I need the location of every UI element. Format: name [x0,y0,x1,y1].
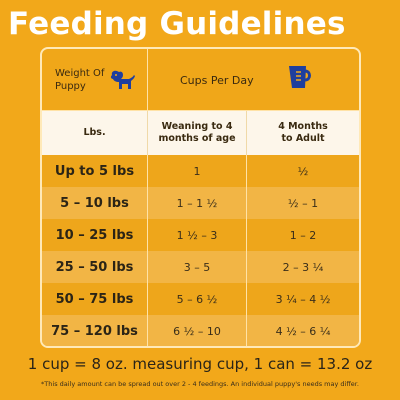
weaning-cell: 6 ½ – 10 [148,315,247,346]
weight-cell: Up to 5 lbs [42,155,148,187]
table-row: 25 – 50 lbs 3 – 5 2 – 3 ¼ [42,251,359,283]
adult-cell: ½ – 1 [287,196,319,210]
adult-cell: 3 ¼ – 4 ½ [275,292,331,306]
page-title: Feeding Guidelines [8,6,346,42]
adult-header: 4 Months to Adult [247,111,359,155]
adult-cell: 4 ½ – 6 ¼ [275,324,331,338]
cups-header-cell: Cups Per Day [148,49,359,110]
table-row: 5 – 10 lbs 1 – 1 ½ ½ – 1 [42,187,359,219]
adult-cell: 2 – 3 ¼ [282,260,324,274]
weaning-cell: 5 – 6 ½ [148,283,247,315]
weaning-cell: 1 [148,155,247,187]
table-subheader-row: Lbs. Weaning to 4 months of age 4 Months… [42,111,359,155]
weight-header-line2: Puppy [55,80,86,92]
table-row: 75 – 120 lbs 6 ½ – 10 4 ½ – 6 ¼ [42,315,359,346]
disclaimer-note: *This daily amount can be spread out ove… [41,380,359,388]
table-header-row: Weight Of Puppy Cups Per Day [42,49,359,111]
weaning-cell: 1 ½ – 3 [148,219,247,251]
weight-cell: 25 – 50 lbs [42,251,148,283]
measurement-footnote: 1 cup = 8 oz. measuring cup, 1 can = 13.… [27,355,373,373]
weaning-cell: 3 – 5 [148,251,247,283]
table-row: Up to 5 lbs 1 ½ [42,155,359,187]
puppy-icon [110,70,135,89]
adult-header-line2: to Adult [281,133,325,144]
weight-cell: 50 – 75 lbs [42,283,148,315]
adult-cell: ½ [297,164,309,178]
adult-header-line1: 4 Months [278,121,328,132]
weight-cell: 5 – 10 lbs [42,187,148,219]
table-row: 10 – 25 lbs 1 ½ – 3 1 – 2 [42,219,359,251]
weaning-header-line2: months of age [158,133,236,144]
feeding-table: Weight Of Puppy Cups Per Day Lbs. Weanin… [40,47,361,348]
table-row: 50 – 75 lbs 5 – 6 ½ 3 ¼ – 4 ½ [42,283,359,315]
cups-per-day-label: Cups Per Day [180,74,254,87]
adult-cell: 1 – 2 [289,228,317,242]
weaning-header-line1: Weaning to 4 [161,121,233,132]
weight-cell: 10 – 25 lbs [42,219,148,251]
weight-header-cell: Weight Of Puppy [42,49,148,110]
measuring-cup-icon [289,66,311,88]
weight-header-line1: Weight Of [55,67,105,79]
weight-cell: 75 – 120 lbs [42,315,148,346]
lbs-header: Lbs. [42,111,148,155]
weaning-header: Weaning to 4 months of age [148,111,247,155]
weaning-cell: 1 – 1 ½ [148,187,247,219]
